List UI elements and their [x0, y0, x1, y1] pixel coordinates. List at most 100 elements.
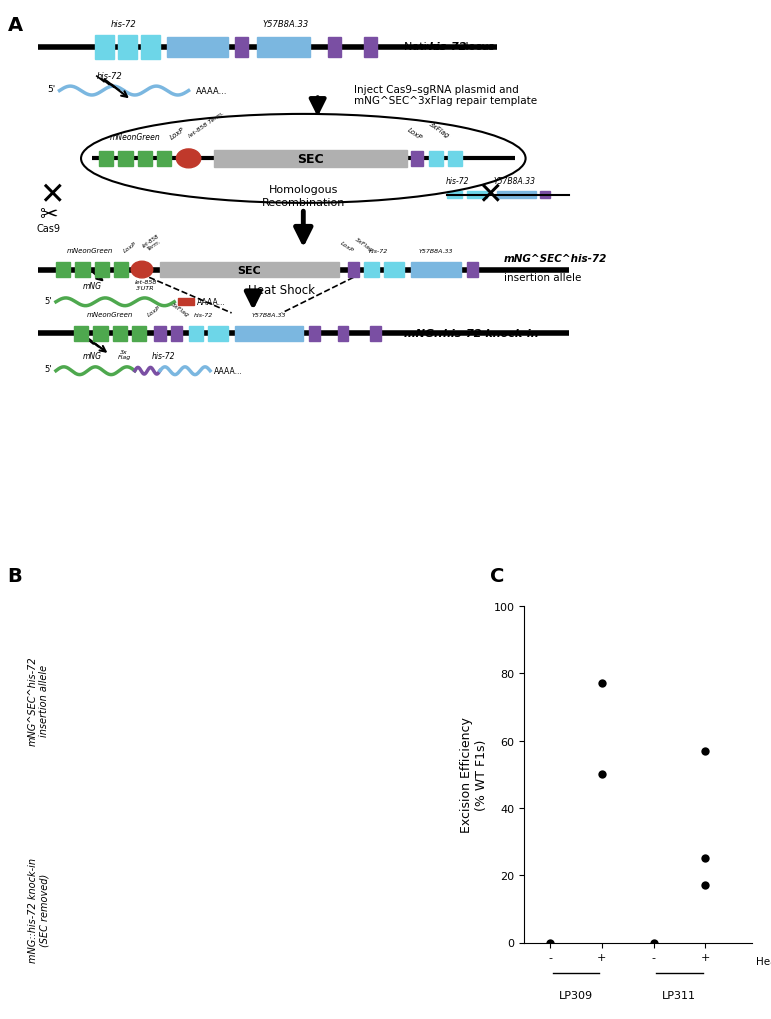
- Text: SEC: SEC: [237, 265, 261, 275]
- Text: Inject Cas9–sgRNA plasmid and: Inject Cas9–sgRNA plasmid and: [353, 85, 518, 95]
- Text: 3xFlag: 3xFlag: [170, 302, 190, 317]
- Text: 3xFlag: 3xFlag: [354, 236, 374, 253]
- Bar: [160, 263, 339, 278]
- Text: C: C: [490, 567, 504, 585]
- Text: AAAA...: AAAA...: [197, 298, 226, 307]
- Text: ✕: ✕: [39, 180, 65, 210]
- Text: mNG::his-72 knock-in: mNG::his-72 knock-in: [404, 329, 538, 339]
- Bar: [446, 192, 463, 199]
- Bar: [99, 152, 113, 166]
- Bar: [93, 326, 108, 342]
- Bar: [466, 263, 477, 278]
- Bar: [95, 263, 109, 278]
- Text: mNG^SEC^3xFlag repair template: mNG^SEC^3xFlag repair template: [353, 96, 537, 106]
- Bar: [540, 192, 550, 199]
- Bar: [348, 263, 359, 278]
- Text: SEC: SEC: [297, 153, 324, 166]
- Bar: [132, 326, 146, 342]
- Bar: [189, 326, 203, 342]
- Bar: [338, 326, 348, 342]
- Bar: [96, 36, 114, 60]
- Text: mNG^SEC^his-72: mNG^SEC^his-72: [504, 254, 608, 264]
- Text: his-72: his-72: [152, 353, 175, 361]
- Bar: [429, 152, 443, 166]
- Text: Heat Shock: Heat Shock: [756, 956, 771, 966]
- Text: LoxP: LoxP: [123, 240, 137, 254]
- Text: Y57B8A.33: Y57B8A.33: [251, 313, 286, 317]
- Text: mNeonGreen: mNeonGreen: [67, 248, 113, 254]
- Text: AAAA...: AAAA...: [196, 87, 227, 96]
- Text: let-858 Term.: let-858 Term.: [188, 111, 225, 140]
- Text: 5': 5': [45, 297, 52, 306]
- Bar: [154, 326, 166, 342]
- Bar: [364, 38, 377, 58]
- Bar: [167, 38, 228, 58]
- Text: his-72: his-72: [97, 71, 123, 81]
- Y-axis label: Excision Efficiency
(% WT F1s): Excision Efficiency (% WT F1s): [460, 716, 488, 833]
- Bar: [214, 151, 407, 167]
- Bar: [466, 192, 487, 199]
- Text: his-72: his-72: [446, 177, 470, 186]
- Bar: [178, 299, 194, 306]
- Bar: [235, 38, 248, 58]
- Bar: [411, 263, 461, 278]
- Bar: [448, 152, 463, 166]
- Bar: [411, 152, 423, 166]
- Text: A: A: [8, 16, 23, 35]
- Text: Y57B8A.33: Y57B8A.33: [494, 177, 536, 186]
- Text: his-72: his-72: [369, 249, 389, 254]
- Text: Heat Shock: Heat Shock: [248, 283, 315, 297]
- Bar: [118, 152, 133, 166]
- Bar: [370, 326, 381, 342]
- Text: 3xFlag: 3xFlag: [428, 121, 451, 140]
- Bar: [208, 326, 228, 342]
- Text: his-72: his-72: [429, 42, 467, 52]
- Bar: [114, 263, 128, 278]
- Bar: [118, 36, 137, 60]
- Text: LoxP: LoxP: [170, 126, 187, 141]
- Text: LoxP: LoxP: [146, 305, 162, 317]
- Bar: [170, 326, 182, 342]
- Text: his-72: his-72: [111, 20, 137, 30]
- Bar: [235, 326, 303, 342]
- Text: Y57B8A.33: Y57B8A.33: [262, 20, 308, 30]
- Text: LP311: LP311: [662, 989, 696, 1000]
- Text: 3x
Flag: 3x Flag: [117, 350, 130, 360]
- Text: LP309: LP309: [559, 989, 593, 1000]
- Bar: [141, 36, 160, 60]
- Bar: [157, 152, 171, 166]
- Text: B: B: [8, 567, 22, 585]
- Bar: [56, 263, 70, 278]
- Text: Y57B8A.33: Y57B8A.33: [419, 249, 453, 254]
- Text: mNeonGreen: mNeonGreen: [109, 132, 160, 142]
- Circle shape: [131, 262, 153, 278]
- Text: Cas9: Cas9: [37, 223, 61, 233]
- Text: ✂: ✂: [39, 205, 58, 225]
- Text: mNG::his-72 knock-in
(SEC removed): mNG::his-72 knock-in (SEC removed): [28, 857, 49, 962]
- Text: his-72: his-72: [194, 313, 213, 317]
- Text: Recombination: Recombination: [261, 198, 345, 208]
- Text: ✕: ✕: [477, 180, 503, 210]
- Text: LoxP: LoxP: [338, 240, 354, 254]
- Bar: [384, 263, 404, 278]
- Bar: [76, 263, 89, 278]
- Bar: [138, 152, 152, 166]
- Bar: [113, 326, 127, 342]
- Text: 5': 5': [48, 86, 56, 95]
- Bar: [364, 263, 379, 278]
- Text: let-858
3'UTR: let-858 3'UTR: [134, 280, 157, 290]
- Text: Native: Native: [404, 42, 443, 52]
- Text: mNeonGreen: mNeonGreen: [86, 312, 133, 317]
- Bar: [309, 326, 320, 342]
- Text: mNG^SEC^his-72
insertion allele: mNG^SEC^his-72 insertion allele: [28, 656, 49, 745]
- Text: Homologous: Homologous: [268, 184, 338, 195]
- Bar: [328, 38, 342, 58]
- Text: mNG: mNG: [82, 281, 101, 290]
- Circle shape: [177, 150, 200, 169]
- Text: 5': 5': [45, 365, 52, 374]
- Bar: [497, 192, 537, 199]
- Text: LoxP: LoxP: [406, 126, 423, 141]
- Text: AAAA...: AAAA...: [214, 367, 242, 376]
- Bar: [257, 38, 311, 58]
- Text: let-858
Term.: let-858 Term.: [142, 233, 163, 253]
